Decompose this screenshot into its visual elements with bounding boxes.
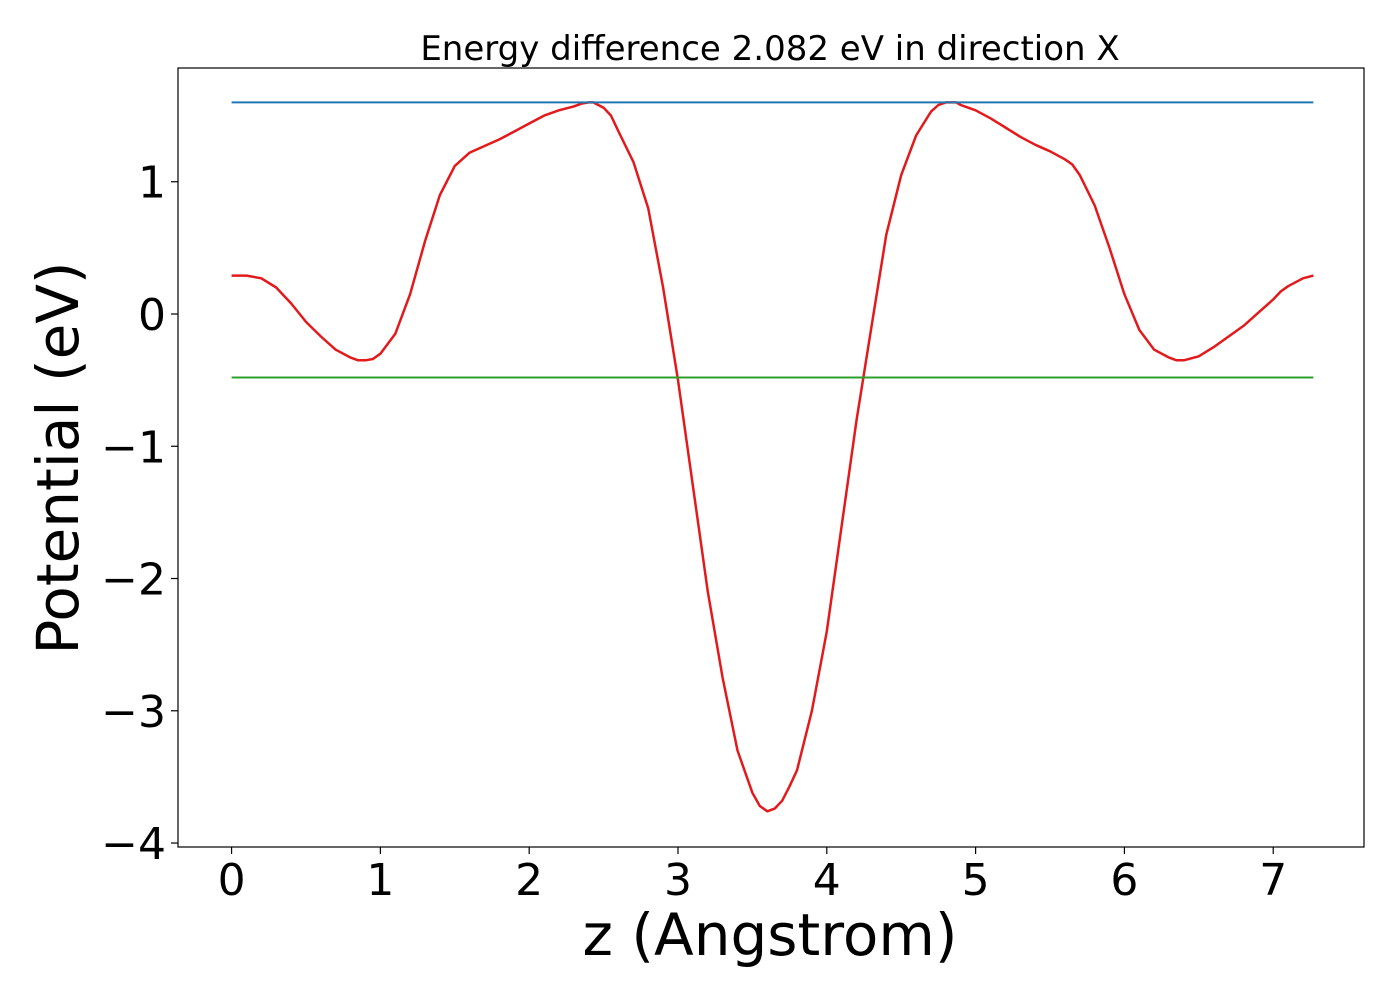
plot-frame — [177, 67, 1365, 848]
x-tick-label: 3 — [664, 855, 692, 906]
x-tick-label: 6 — [1110, 855, 1138, 906]
series-line-potential — [231, 101, 1314, 813]
chart-title: Energy difference 2.082 eV in direction … — [420, 29, 1119, 69]
x-tick-label: 4 — [813, 855, 841, 906]
y-axis-ticks: −4 −3 −2 −1 0 1 — [101, 158, 178, 870]
y-tick-label: 0 — [138, 290, 166, 341]
x-axis-label: z (Angstrom) — [583, 901, 958, 969]
y-tick-label: −1 — [101, 422, 166, 473]
y-tick-label: −3 — [101, 687, 166, 738]
y-tick-label: 1 — [138, 158, 166, 209]
x-tick-label: 0 — [218, 855, 246, 906]
x-tick-label: 2 — [515, 855, 543, 906]
y-tick-label: −2 — [101, 555, 166, 606]
x-tick-label: 5 — [962, 855, 990, 906]
x-axis-ticks: 0 1 2 3 4 5 6 7 — [218, 847, 1287, 906]
y-axis-label: Potential (eV) — [24, 261, 92, 654]
x-tick-label: 1 — [366, 855, 394, 906]
plot-area — [177, 67, 1365, 848]
x-tick-label: 7 — [1259, 855, 1287, 906]
y-tick-label: −4 — [101, 819, 166, 870]
